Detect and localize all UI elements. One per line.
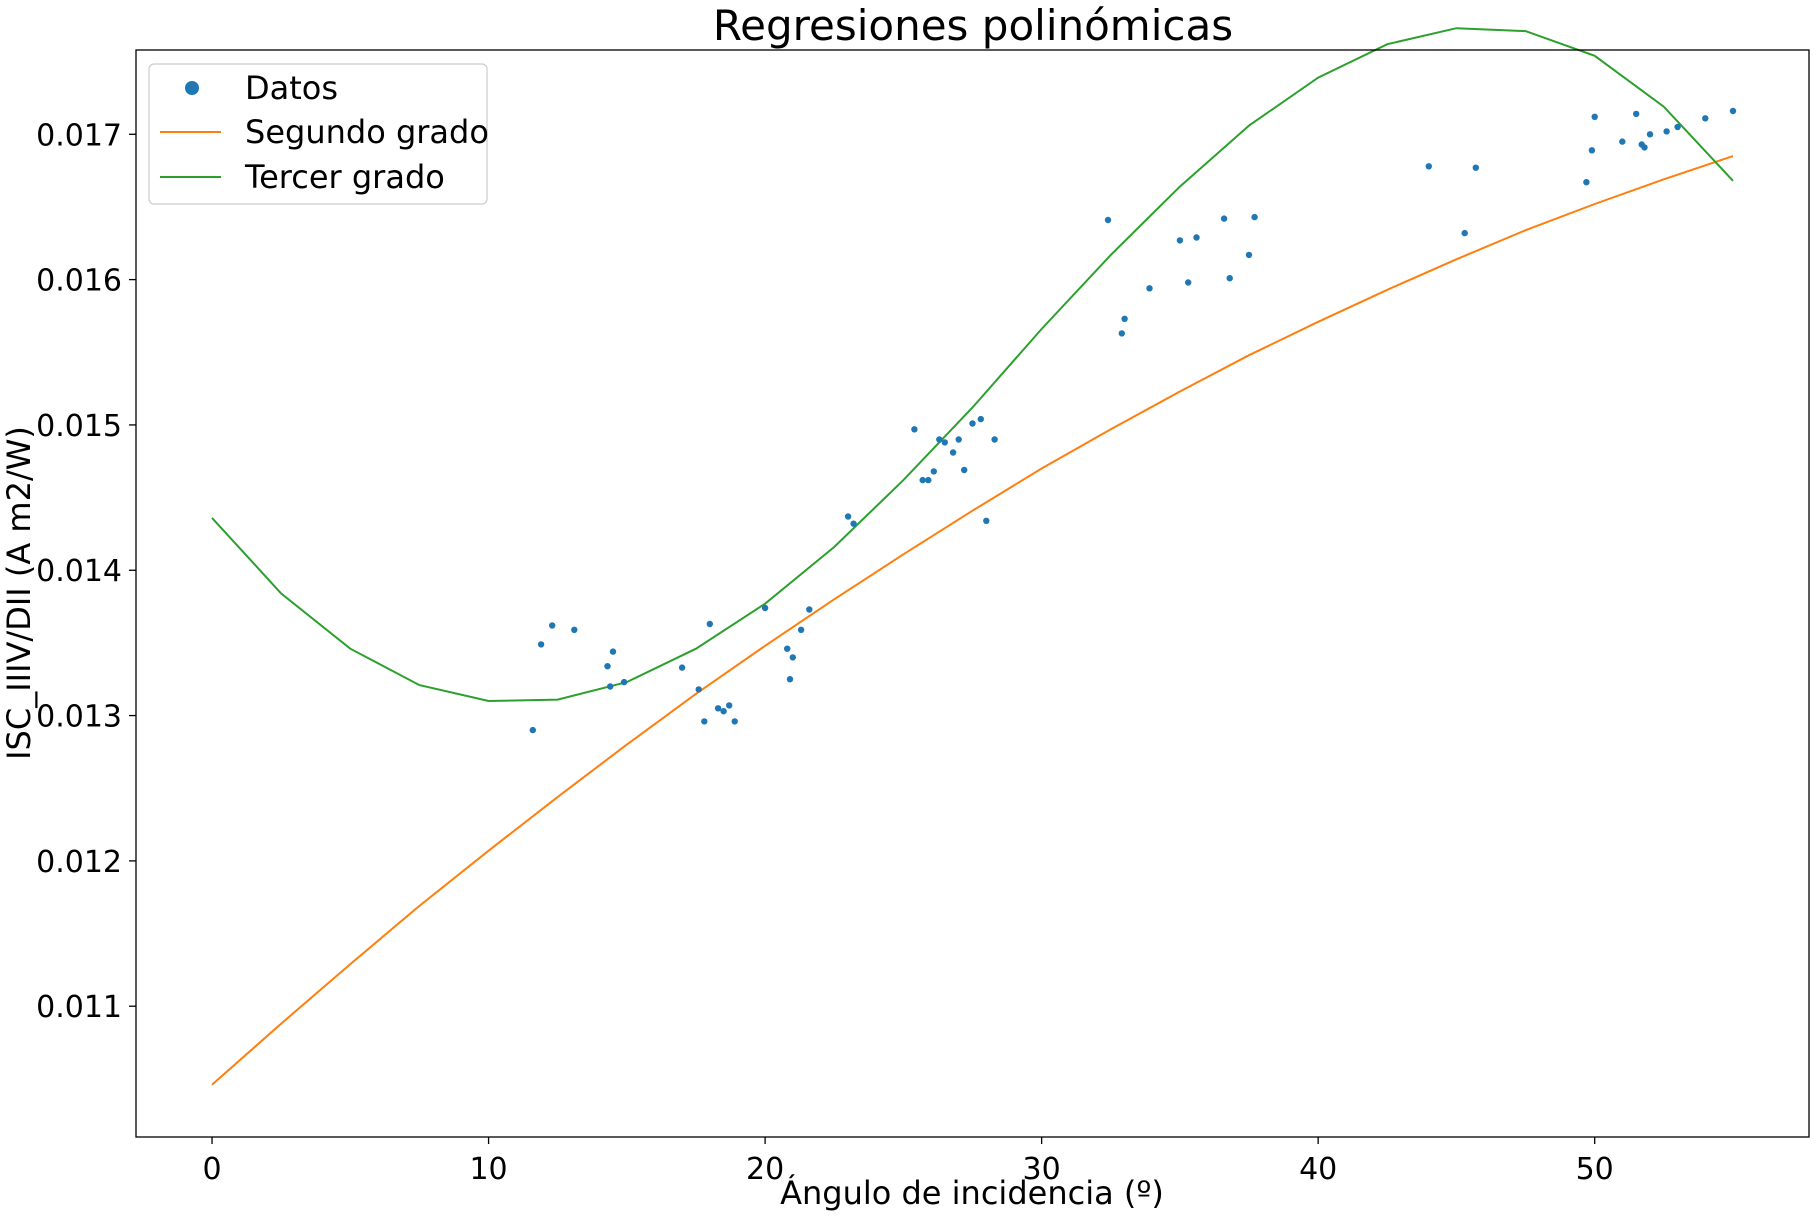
data-point [549, 622, 556, 629]
y-axis-label: ISC_IIIV/DII (A m2/W) [0, 426, 38, 760]
data-point [930, 468, 937, 475]
data-point [936, 436, 943, 443]
data-point [604, 663, 611, 670]
data-point [1663, 128, 1670, 135]
data-point [1702, 115, 1709, 122]
data-point [1633, 110, 1640, 118]
data-point [941, 439, 948, 446]
data-point [678, 664, 686, 671]
plot-area [211, 27, 1737, 1086]
data-point [706, 620, 713, 628]
data-point [761, 604, 769, 612]
y-tick-label: 0.011 [36, 990, 122, 1025]
data-point [1588, 147, 1596, 154]
data-point [949, 449, 957, 456]
y-axis: 0.011 0.012 0.013 0.014 0.015 0.016 0.017 [36, 118, 136, 1025]
data-point [911, 426, 918, 433]
y-tick-label: 0.016 [36, 264, 122, 299]
x-tick-label: 0 [202, 1152, 221, 1187]
data-point [969, 420, 976, 427]
data-point [1425, 163, 1433, 170]
legend-label-segundo-grado: Segundo grado [245, 113, 489, 151]
data-point [731, 718, 738, 725]
data-point [1118, 330, 1126, 337]
data-point [925, 476, 932, 484]
data-point [726, 702, 733, 709]
x-tick-label: 40 [1299, 1152, 1337, 1187]
x-tick-label: 30 [1023, 1152, 1061, 1187]
data-point [797, 626, 805, 633]
x-tick-label: 50 [1576, 1152, 1614, 1187]
data-point [537, 641, 545, 648]
data-point [955, 436, 962, 443]
y-tick-label: 0.012 [36, 845, 122, 880]
series-line-segundo-grado [211, 155, 1734, 1086]
axes-frame [135, 49, 1810, 1138]
data-point [919, 476, 926, 484]
data-point [961, 466, 968, 474]
x-tick-label: 20 [746, 1152, 784, 1187]
data-point [1461, 229, 1468, 237]
data-point [571, 626, 578, 633]
y-tick-label: 0.013 [36, 700, 122, 735]
data-point [1251, 213, 1258, 221]
data-point [1220, 215, 1228, 222]
legend-frame [148, 63, 488, 205]
data-point [620, 678, 628, 686]
data-point [695, 686, 702, 693]
data-point [1583, 179, 1590, 186]
legend-label-datos: Datos [245, 69, 338, 107]
legend-marker-datos [185, 81, 199, 95]
data-point [850, 520, 857, 527]
data-point [609, 648, 617, 655]
data-point [786, 676, 794, 683]
data-point [991, 436, 998, 443]
data-point [844, 513, 852, 520]
legend-label-tercer-grado: Tercer grado [244, 158, 445, 196]
data-point [1245, 251, 1253, 259]
y-tick-label: 0.015 [36, 409, 122, 444]
data-point [1591, 113, 1598, 121]
data-point [1729, 107, 1737, 115]
data-point [784, 645, 791, 652]
data-point [1226, 275, 1233, 282]
data-point [789, 654, 796, 661]
data-point [529, 726, 536, 734]
data-point [701, 718, 708, 725]
y-tick-label: 0.014 [36, 554, 122, 589]
data-point [1146, 285, 1153, 292]
data-point [977, 415, 984, 423]
data-point [1472, 164, 1480, 171]
series-line-tercer-grado [211, 27, 1734, 703]
data-point [607, 683, 614, 690]
y-tick-label: 0.017 [36, 118, 122, 153]
data-point [1193, 234, 1200, 241]
data-point [1121, 315, 1128, 322]
data-point [1176, 237, 1184, 244]
x-axis-label: Ángulo de incidencia (º) [780, 1174, 1164, 1212]
data-point [1104, 216, 1112, 224]
data-point [1646, 131, 1654, 138]
data-point [720, 708, 727, 715]
data-point [1619, 138, 1626, 145]
data-point [1641, 144, 1648, 151]
data-point [983, 517, 990, 524]
chart-title: Regresiones polinómicas [713, 1, 1233, 50]
data-point [714, 705, 722, 712]
data-point [1185, 279, 1192, 286]
x-tick-label: 10 [469, 1152, 507, 1187]
legend: Datos Segundo grado Tercer grado [148, 63, 489, 205]
data-point [806, 606, 813, 613]
x-axis: 0 10 20 30 40 50 [202, 1137, 1614, 1187]
data-point [1674, 123, 1681, 131]
